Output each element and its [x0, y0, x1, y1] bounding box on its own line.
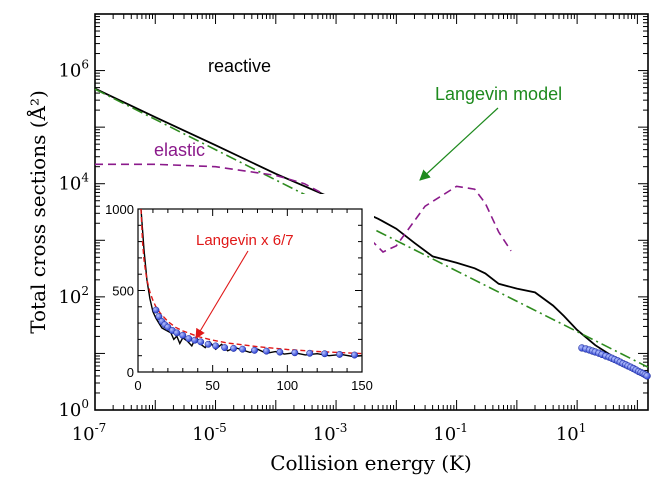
- inset-data-point-experiment: [191, 336, 199, 344]
- inset-data-point-experiment: [276, 348, 284, 356]
- inset-data-point-experiment: [306, 349, 314, 357]
- inset-data-point-experiment: [336, 350, 344, 358]
- inset-data-point-experiment: [351, 351, 358, 359]
- inset-series: [140, 208, 363, 359]
- main-ticks: [94, 13, 648, 411]
- arrow-langevin-model: [419, 107, 499, 181]
- x-tick-label: 10-1: [433, 421, 468, 445]
- inset-data-point-experiment: [152, 306, 160, 314]
- main-series-reactive: [94, 87, 649, 379]
- y-axis-label: Total cross sections (Å²): [25, 90, 50, 334]
- inset-data-point-experiment: [212, 342, 220, 350]
- inset-y-tick-label: 1000: [105, 202, 134, 217]
- y-tick-label: 104: [58, 171, 89, 195]
- inset-data-point-experiment: [291, 349, 299, 357]
- inset-data-point-experiment: [221, 344, 229, 351]
- x-tick-label: 101: [556, 421, 587, 445]
- inset-x-tick-label: 150: [351, 378, 373, 393]
- inset-data-point-experiment: [173, 329, 181, 337]
- inset-data-point-experiment: [197, 338, 205, 346]
- y-tick-label: 102: [58, 284, 89, 308]
- inset-data-point-experiment: [230, 344, 238, 352]
- annotation-reactive: reactive: [208, 56, 271, 76]
- main-y-tick-labels: 100 102 104 106: [58, 58, 89, 421]
- x-tick-label: 10-5: [192, 421, 227, 445]
- inset-data-point-experiment: [262, 347, 270, 355]
- y-tick-label: 100: [58, 397, 89, 421]
- inset-y-tick-labels: 0 500 1000: [105, 202, 134, 380]
- inset-x-tick-label: 50: [205, 378, 219, 393]
- main-x-tick-labels: 10-7 10-5 10-3 10-1 101: [72, 421, 587, 445]
- x-axis-label: Collision energy (K): [270, 451, 472, 475]
- x-tick-label: 10-7: [72, 421, 107, 445]
- inset-plot: 0 50 100 150 0 500 1000 Langevin x 6/7: [105, 194, 374, 396]
- main-series-elastic: [95, 163, 512, 253]
- inset-data-point-experiment: [251, 346, 258, 354]
- y-tick-label: 106: [58, 58, 89, 82]
- inset-data-point-experiment: [179, 331, 187, 339]
- inset-background: [118, 194, 374, 396]
- inset-x-tick-labels: 0 50 100 150: [134, 378, 372, 393]
- inset-data-point-experiment: [204, 340, 212, 348]
- annotation-langevin-6-7: Langevin x 6/7: [196, 232, 294, 249]
- annotation-elastic: elastic: [154, 140, 205, 160]
- annotation-langevin-model: Langevin model: [435, 84, 562, 104]
- inset-data-point-experiment: [239, 345, 246, 353]
- main-plot: 10-7 10-5 10-3 10-1 101 100 102 104 106 Collisi…: [25, 13, 651, 475]
- inset-x-tick-label: 0: [134, 378, 141, 393]
- inset-y-tick-label: 0: [127, 365, 134, 380]
- inset-data-point-experiment: [185, 335, 193, 343]
- arrow-langevin-6-7: [195, 250, 249, 339]
- main-plot-frame: [94, 13, 649, 411]
- inset-x-tick-label: 100: [276, 378, 298, 393]
- inset-y-tick-label: 500: [112, 284, 134, 299]
- inset-data-point-experiment: [321, 350, 329, 358]
- x-tick-label: 10-3: [313, 421, 348, 445]
- inset-ticks: [137, 208, 363, 373]
- main-data-point-experiment: [643, 372, 651, 380]
